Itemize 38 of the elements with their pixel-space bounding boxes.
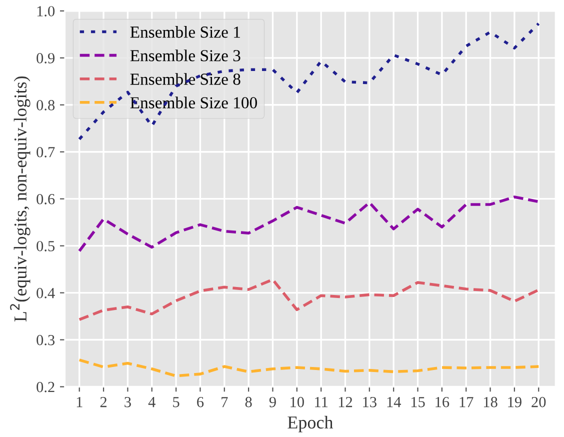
y-axis-title: L$^{2}$(equiv-logits, non-equiv-logits) [10, 76, 30, 322]
x-tick-label: 15 [411, 396, 425, 408]
x-tick-label: 20 [532, 396, 546, 408]
x-tick-label: 1 [76, 396, 82, 408]
legend-label: Ensemble Size 8 [130, 73, 240, 85]
x-tick-label: 6 [197, 396, 204, 408]
x-tick-label: 2 [100, 396, 107, 408]
x-tick-label: 9 [269, 396, 276, 408]
x-tick-label: 13 [363, 396, 376, 408]
x-axis-title: Epoch [288, 416, 334, 432]
legend-label: Ensemble Size 1 [130, 26, 240, 38]
y-tick-label: 0.5 [36, 240, 55, 252]
y-tick-label: 0.7 [36, 147, 55, 158]
line-series [78, 196, 540, 252]
x-tick-label: 18 [484, 396, 498, 408]
x-tick-label: 7 [222, 397, 228, 408]
line-series [78, 358, 540, 378]
x-tick-label: 14 [387, 396, 401, 408]
x-tick-label: 10 [290, 396, 304, 408]
x-tick-label: 8 [245, 396, 252, 408]
y-tick-label: 0.2 [36, 382, 54, 392]
line-series [78, 22, 540, 141]
line-series [78, 278, 540, 321]
y-tick-label: 1.0 [37, 6, 55, 16]
y-tick-label: 0.6 [36, 194, 55, 204]
x-tick-label: 4 [148, 397, 156, 408]
x-tick-label: 5 [173, 397, 180, 408]
y-tick-label: 0.9 [36, 53, 55, 64]
y-tick-label: 0.3 [36, 334, 55, 346]
legend-label: Ensemble Size 3 [130, 50, 240, 62]
x-tick-label: 17 [460, 396, 474, 408]
y-tick-label: 0.8 [36, 100, 55, 110]
x-tick-label: 3 [124, 396, 131, 408]
x-tick-label: 11 [315, 396, 328, 408]
x-tick-label: 16 [436, 396, 450, 408]
x-tick-label: 19 [508, 396, 522, 408]
y-tick-label: 0.4 [36, 288, 55, 298]
x-tick-label: 12 [338, 396, 352, 408]
